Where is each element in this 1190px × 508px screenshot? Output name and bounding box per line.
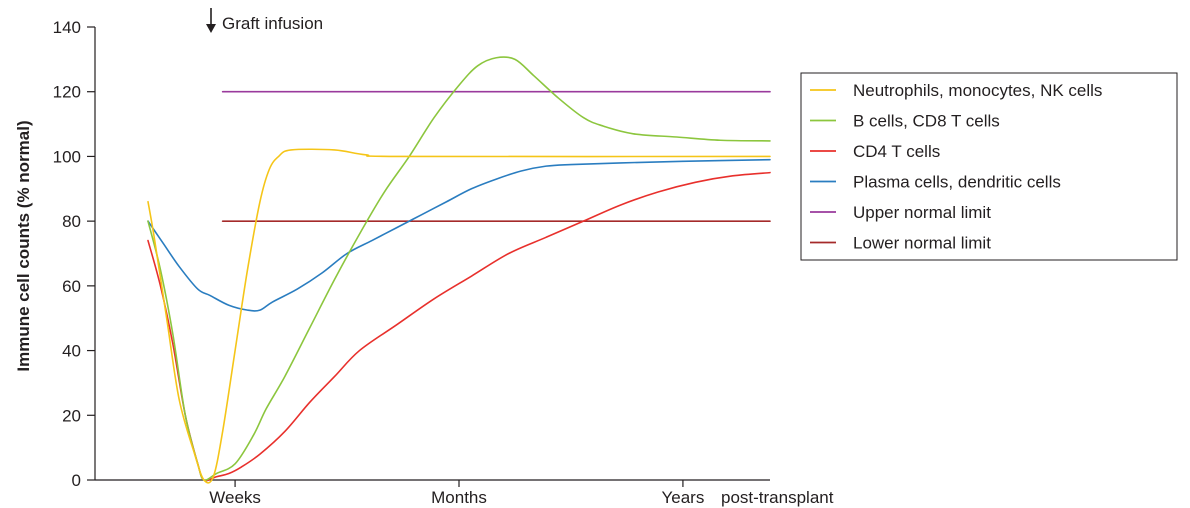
y-tick-label: 60 bbox=[62, 277, 81, 296]
x-tick-label-weeks: Weeks bbox=[209, 488, 261, 507]
graft-infusion-label: Graft infusion bbox=[222, 14, 323, 33]
legend-entry-b-cells-cd8-t-cells: B cells, CD8 T cells bbox=[853, 112, 1000, 131]
legend: Neutrophils, monocytes, NK cells B cells,… bbox=[800, 72, 1178, 261]
x-tick-label-months: Months bbox=[431, 488, 487, 507]
legend-entry-plasma-cells-dendritic-cells: Plasma cells, dendritic cells bbox=[853, 173, 1061, 192]
axes bbox=[94, 27, 770, 481]
y-tick-label: 120 bbox=[53, 83, 81, 102]
legend-entry-upper-normal-limit: Upper normal limit bbox=[853, 203, 991, 222]
legend-entry-neutrophils-monocytes-nk-cells: Neutrophils, monocytes, NK cells bbox=[853, 81, 1102, 100]
y-tick-label: 100 bbox=[53, 147, 81, 166]
y-tick-label: 0 bbox=[72, 471, 81, 490]
series-line-cd4-t-cells bbox=[147, 171, 771, 482]
y-tick-label: 40 bbox=[62, 342, 81, 361]
legend-entry-lower-normal-limit: Lower normal limit bbox=[853, 234, 991, 253]
graft-infusion-annotation: Graft infusion bbox=[206, 8, 323, 33]
series-line-neutrophils-monocytes-nk-cells bbox=[147, 148, 771, 484]
x-ticks: Weeks Months Years bbox=[209, 480, 704, 507]
legend-entry-cd4-t-cells: CD4 T cells bbox=[853, 142, 940, 161]
series-group bbox=[147, 56, 771, 484]
y-axis-label: Immune cell counts (% normal) bbox=[14, 120, 33, 371]
legend-box bbox=[800, 72, 1178, 261]
x-axis-label: post-transplant bbox=[721, 488, 834, 507]
series-line-plasma-cells-dendritic-cells bbox=[147, 158, 771, 312]
x-tick-label-years: Years bbox=[661, 488, 704, 507]
graft-infusion-arrow-head bbox=[206, 24, 216, 33]
y-tick-label: 140 bbox=[53, 18, 81, 37]
series-line-b-cells-cd8-t-cells bbox=[147, 56, 771, 482]
y-tick-label: 20 bbox=[62, 406, 81, 425]
y-tick-label: 80 bbox=[62, 212, 81, 231]
y-ticks: 0 20 40 60 80 100 120 140 bbox=[53, 18, 95, 490]
